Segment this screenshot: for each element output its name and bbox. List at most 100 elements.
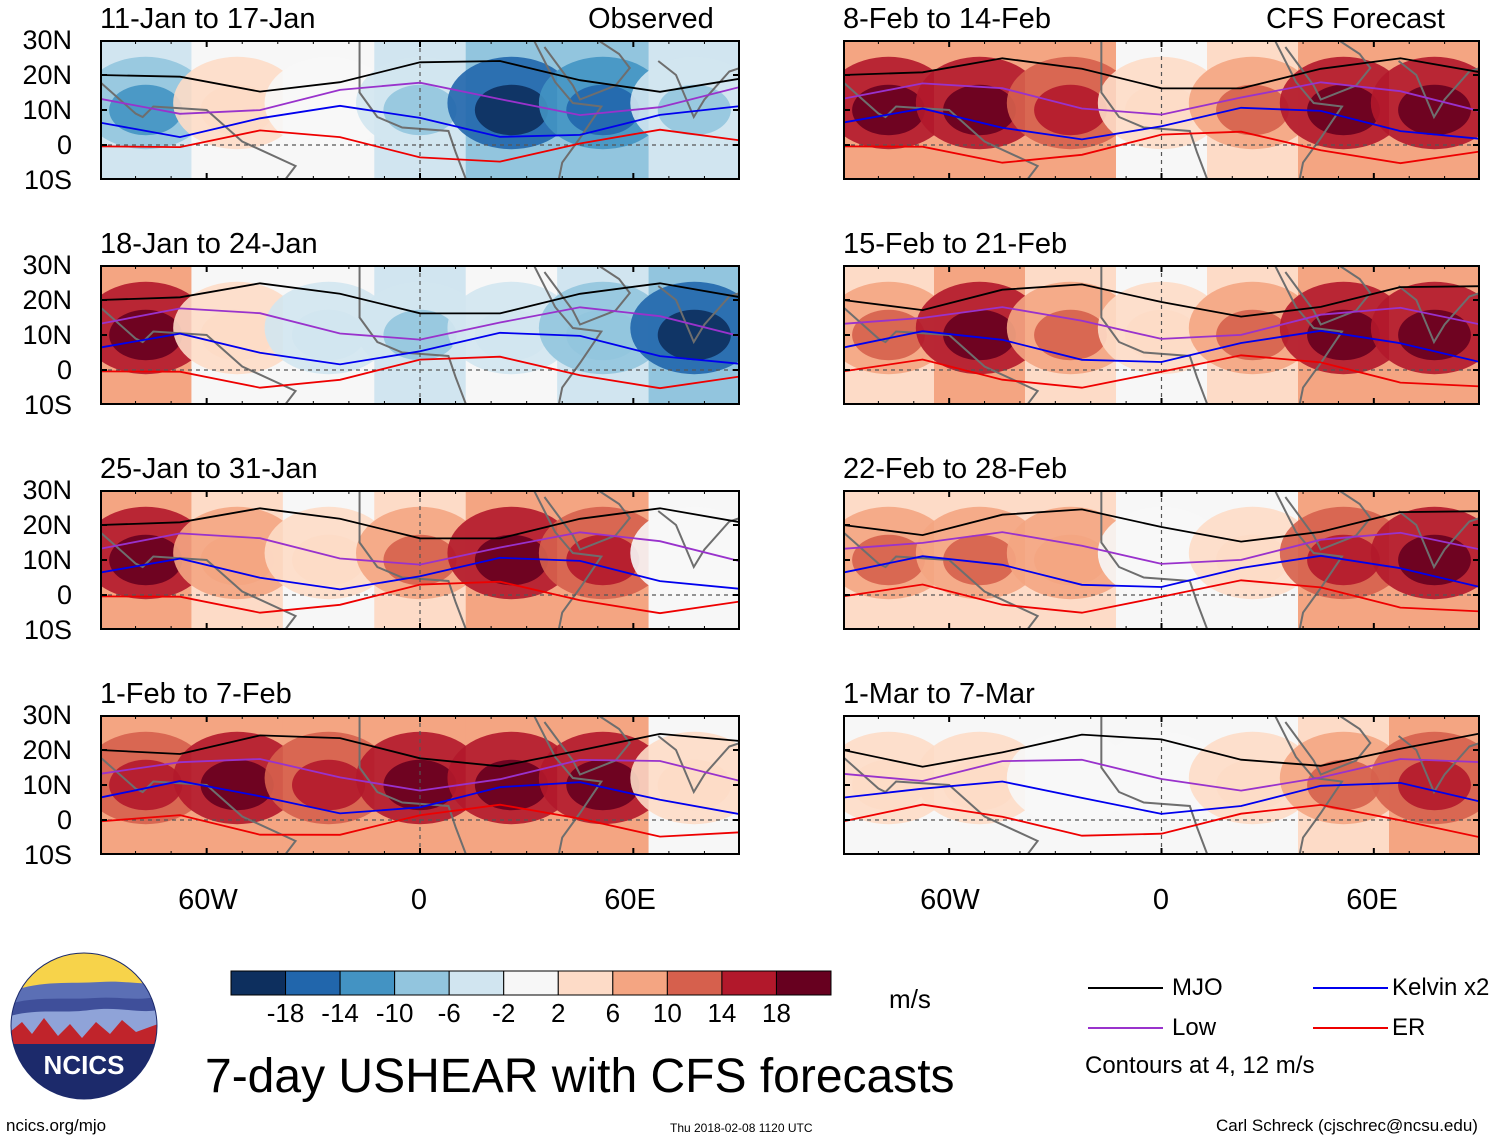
shading-max [383, 759, 457, 811]
coastline-americas [843, 756, 1040, 855]
shading-max [943, 309, 1016, 361]
er-contour [100, 580, 740, 615]
kelvin-contour [100, 780, 740, 816]
fc-panel-2-map [843, 265, 1480, 405]
colorbar-tick-label: 10 [652, 998, 682, 1028]
coastline-west-africa [1100, 490, 1209, 630]
shading-max [943, 759, 1016, 811]
lon-label-0-right: 0 [1152, 884, 1170, 916]
panel-frame [843, 40, 1480, 180]
mjo-contour [100, 60, 740, 93]
er-contour [843, 579, 1480, 614]
coastline-west-africa [358, 40, 468, 180]
cfs-forecast-tag: CFS Forecast [1266, 3, 1445, 35]
coastline-india [1397, 510, 1480, 570]
legend-kelvin-label: Kelvin x2 [1392, 974, 1490, 1001]
lat-label-10s-row2: 10S [23, 390, 72, 420]
fc-panel-2-title: 15-Feb to 21-Feb [843, 228, 1068, 260]
obs-panel-4-map [100, 715, 740, 855]
shading-max [1034, 309, 1107, 361]
contour-note: Contours at 4, 12 m/s [1085, 1052, 1315, 1079]
lat-label-10n-row2: 10N [22, 320, 72, 350]
shading-max [200, 309, 274, 361]
lat-label-30n-row4: 30N [22, 700, 72, 730]
coastline-west-africa [1100, 715, 1209, 855]
colorbar-tick-label: 14 [707, 998, 737, 1028]
coastline-west-africa [358, 490, 468, 630]
ncics-logo-text: NCICS [44, 1050, 125, 1080]
colorbar-segment [448, 970, 505, 996]
low-contour [843, 306, 1480, 340]
shading-max [1398, 309, 1471, 361]
shading-max [474, 84, 548, 136]
kelvin-contour [100, 556, 740, 591]
legend-low-label: Low [1172, 1014, 1217, 1041]
mjo-contour [843, 508, 1480, 543]
kelvin-contour [843, 780, 1480, 815]
colorbar-segment [775, 970, 832, 996]
colorbar-segment [394, 970, 450, 996]
coastline-india [1397, 285, 1480, 345]
shading-max [200, 84, 274, 136]
er-contour [843, 130, 1480, 165]
shading-max [852, 309, 925, 361]
shading-max [1125, 309, 1198, 361]
shading-max [852, 534, 925, 586]
colorbar-segment [557, 970, 614, 996]
shading-max [200, 534, 274, 586]
lat-label-10s-row1: 10S [23, 165, 72, 195]
kelvin-contour [843, 329, 1480, 363]
coastline-india [657, 735, 740, 795]
fc-panel-3-map [843, 490, 1480, 630]
obs-panel-2-title: 18-Jan to 24-Jan [100, 228, 318, 260]
coastline-americas [100, 81, 298, 180]
lon-label-60e-left: 60E [604, 884, 656, 916]
shading-max [474, 534, 548, 586]
colorbar [230, 970, 832, 996]
shading-max [1125, 534, 1198, 586]
er-contour [843, 803, 1480, 839]
lat-label-10n-row1: 10N [22, 95, 72, 125]
fc-panel-1-map [843, 40, 1480, 180]
shading-max [1216, 309, 1289, 361]
lat-label-20n-row3: 20N [22, 510, 72, 540]
legend-lines [1088, 987, 1388, 1029]
lat-label-0-row4: 0 [56, 805, 72, 835]
coastline-west-africa [1100, 265, 1209, 405]
mjo-contour [100, 282, 740, 315]
legend-mjo-label: MJO [1172, 974, 1223, 1001]
obs-panel-3-title: 25-Jan to 31-Jan [100, 453, 318, 485]
colorbar-tick-label: -18 [266, 998, 305, 1028]
kelvin-contour [100, 331, 740, 366]
mjo-contour [843, 57, 1480, 90]
shading-max [1125, 759, 1198, 811]
colorbar-segment [612, 970, 668, 996]
shading-max [200, 759, 274, 811]
kelvin-contour [100, 104, 740, 139]
er-contour [843, 354, 1480, 389]
lat-label-10s-row4: 10S [23, 840, 72, 870]
low-contour [843, 531, 1480, 565]
lat-label-10s-row3: 10S [23, 615, 72, 645]
low-contour [100, 81, 740, 117]
panel-frame [100, 40, 740, 180]
shading-max [943, 534, 1016, 586]
mjo-contour [843, 283, 1480, 318]
colorbar-segment [230, 970, 287, 996]
mjo-contour [100, 507, 740, 540]
legend-er-label: ER [1392, 1014, 1426, 1041]
coastline-east-africa [532, 265, 604, 405]
er-contour [100, 355, 740, 390]
low-contour [100, 531, 740, 566]
mjo-contour [100, 732, 740, 768]
colorbar-tick-label: -2 [492, 998, 516, 1028]
shading-max [292, 759, 366, 811]
colorbar-segment [285, 970, 341, 996]
fc-panel-4-title: 1-Mar to 7-Mar [843, 678, 1035, 710]
lat-label-30n-row3: 30N [22, 475, 72, 505]
lat-label-10n-row4: 10N [22, 770, 72, 800]
coastline-east-africa [1273, 715, 1344, 855]
panel-frame [843, 715, 1480, 855]
colorbar-segment [721, 970, 777, 996]
lat-label-0-row2: 0 [56, 355, 72, 385]
